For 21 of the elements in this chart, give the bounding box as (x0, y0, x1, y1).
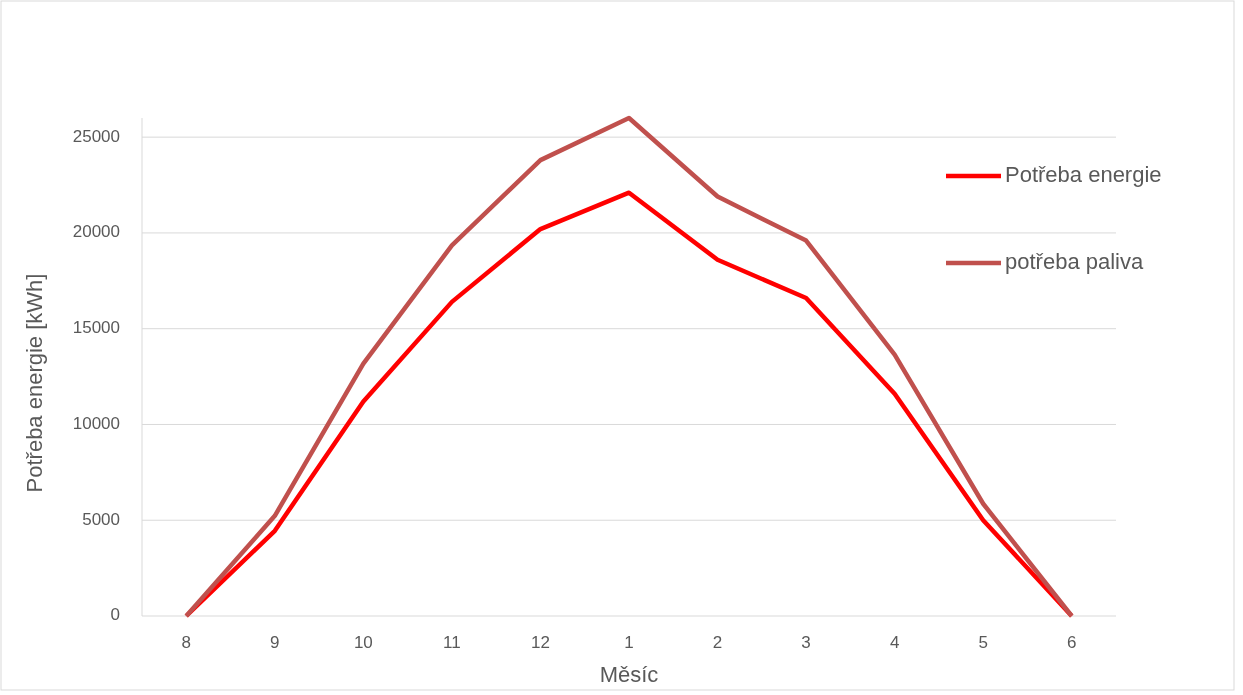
x-tick-label: 5 (978, 633, 988, 652)
y-tick-label: 15000 (72, 318, 120, 338)
x-tick-label: 8 (181, 633, 192, 652)
y-tick-label: 5000 (82, 509, 120, 529)
y-tick-label: 25000 (72, 126, 120, 146)
legend-label: potřeba paliva (1005, 248, 1144, 274)
x-tick-label: 1 (624, 633, 634, 652)
x-tick-label: 6 (1066, 633, 1077, 652)
x-tick-label: 9 (270, 633, 280, 652)
x-tick-label: 11 (443, 633, 461, 652)
legend-label: Potřeba energie (1005, 161, 1162, 187)
y-axis-title: Potřeba energie [kWh] (22, 273, 47, 493)
x-tick-label: 2 (712, 633, 723, 652)
y-tick-label: 0 (110, 605, 120, 625)
x-tick-label: 4 (889, 633, 900, 652)
x-tick-label: 10 (353, 633, 373, 652)
y-tick-label: 10000 (72, 413, 120, 433)
x-axis-title: Měsíc (599, 662, 659, 687)
x-tick-label: 12 (530, 633, 550, 652)
y-tick-label: 20000 (72, 222, 120, 242)
x-tick-label: 3 (801, 633, 811, 652)
